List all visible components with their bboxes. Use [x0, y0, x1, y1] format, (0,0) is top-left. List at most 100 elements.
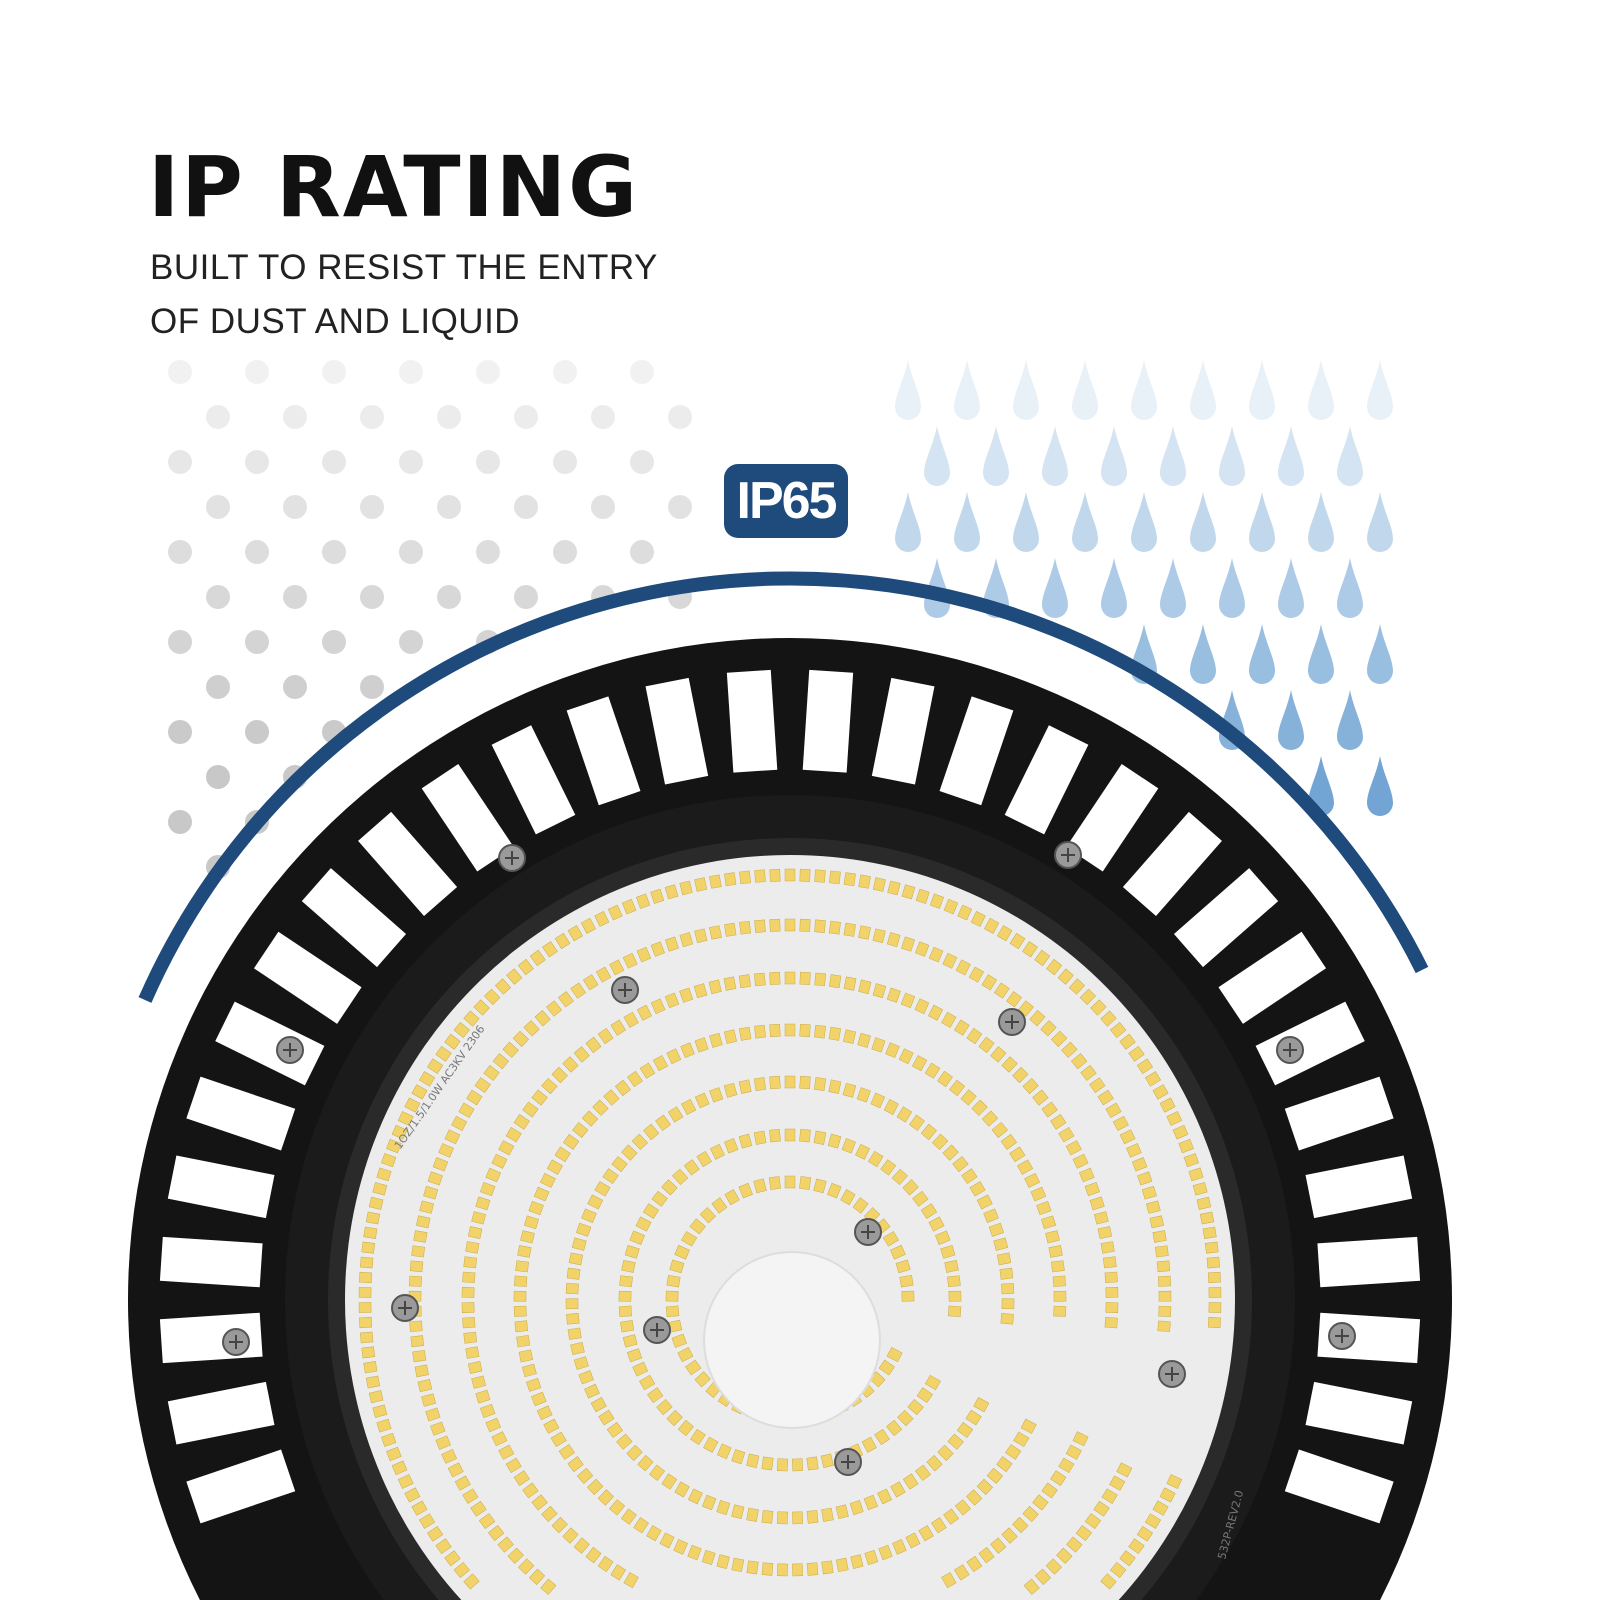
- fin-slot: [186, 1449, 296, 1524]
- dust-dot: [206, 585, 230, 609]
- led-chip: [505, 1126, 522, 1143]
- fin-slot: [1004, 725, 1089, 835]
- led-chip: [674, 1481, 690, 1498]
- led-chip: [554, 932, 571, 950]
- led-chip: [361, 1241, 376, 1254]
- led-chip: [746, 1560, 759, 1575]
- led-chip: [1036, 1200, 1052, 1216]
- led-chip: [1051, 1260, 1065, 1273]
- led-chip: [624, 1245, 640, 1259]
- led-chip: [1119, 1550, 1136, 1567]
- led-chip: [871, 1037, 886, 1053]
- led-chip: [582, 974, 599, 991]
- led-chip: [528, 1200, 544, 1216]
- led-chip: [529, 949, 546, 967]
- screws: [222, 841, 1356, 1476]
- dust-dot: [630, 450, 654, 474]
- led-chip: [843, 976, 857, 991]
- fin-slot: [215, 1001, 325, 1086]
- led-chip: [971, 1099, 988, 1116]
- led-chip: [694, 1037, 709, 1053]
- led-chip: [1152, 1500, 1169, 1516]
- fin-slot: [1173, 868, 1279, 968]
- led-chip: [1196, 1196, 1212, 1210]
- led-chip: [594, 911, 610, 927]
- led-chip: [835, 1557, 849, 1573]
- led-chip: [451, 1115, 468, 1132]
- led-chip: [622, 1334, 638, 1348]
- dust-dot: [206, 405, 230, 429]
- led-chip: [996, 925, 1013, 942]
- dust-dot: [245, 630, 269, 654]
- led-chip: [515, 1260, 529, 1273]
- fin-slot: [186, 1076, 296, 1151]
- dust-dot: [360, 405, 384, 429]
- led-chip: [498, 1444, 515, 1460]
- led-chip: [522, 1482, 539, 1499]
- led-chip: [926, 1455, 943, 1472]
- led-chip: [1029, 1010, 1046, 1027]
- led-chip: [966, 1027, 983, 1045]
- dust-dot: [168, 720, 192, 744]
- led-chip: [799, 918, 811, 932]
- led-chip: [966, 1555, 983, 1573]
- led-chip: [1001, 1298, 1015, 1310]
- led-chip: [679, 987, 694, 1003]
- led-chip: [1050, 1030, 1068, 1047]
- led-chip: [880, 1159, 897, 1176]
- led-chip: [731, 1504, 745, 1519]
- led-chip: [1131, 1157, 1148, 1172]
- led-chip: [918, 1525, 934, 1542]
- dust-dot: [283, 405, 307, 429]
- fin-slot: [939, 696, 1014, 806]
- led-chip: [1145, 1200, 1161, 1214]
- fin-slot: [802, 669, 854, 773]
- led-chip: [542, 941, 558, 958]
- led-chip: [872, 877, 886, 892]
- water-drop: [1072, 360, 1098, 420]
- led-chip: [618, 1305, 632, 1317]
- led-chip: [584, 1383, 600, 1399]
- led-chip: [566, 1267, 581, 1280]
- led-chip: [915, 888, 930, 904]
- led-chip: [463, 1331, 478, 1344]
- led-chip: [453, 1021, 470, 1039]
- led-chip: [842, 1082, 857, 1098]
- led-chip: [1156, 1260, 1171, 1273]
- led-chip: [1154, 1245, 1169, 1258]
- led-chip: [1084, 1513, 1102, 1529]
- led-chip: [709, 874, 722, 889]
- water-drop: [954, 492, 980, 552]
- led-chip: [872, 928, 886, 944]
- water-drop: [1190, 360, 1216, 420]
- led-chip: [761, 1562, 774, 1576]
- led-chip: [516, 1334, 531, 1348]
- led-chip: [381, 1153, 397, 1168]
- led-chip: [753, 1077, 767, 1091]
- led-chip: [864, 1549, 879, 1566]
- led-chip: [404, 1097, 421, 1113]
- led-chip: [777, 1511, 788, 1525]
- led-chip: [368, 1196, 384, 1210]
- led-chip: [690, 1428, 706, 1446]
- led-chip: [642, 1203, 660, 1219]
- led-chip: [924, 1062, 941, 1079]
- led-chip: [622, 952, 638, 969]
- led-chip: [444, 1033, 461, 1050]
- led-chip: [899, 1274, 914, 1288]
- led-chip: [573, 1356, 589, 1370]
- led-chip: [955, 959, 971, 976]
- led-chip: [1149, 1215, 1164, 1229]
- fin-slot: [566, 696, 641, 806]
- led-chip: [874, 1428, 890, 1446]
- led-chip: [761, 1510, 774, 1524]
- led-chip: [661, 1473, 678, 1490]
- water-drop: [1308, 492, 1334, 552]
- led-chip: [518, 1349, 534, 1363]
- led-chip: [1058, 1126, 1075, 1143]
- led-chip: [397, 1474, 414, 1489]
- fin-slot: [491, 725, 576, 835]
- led-chip: [872, 983, 887, 999]
- led-chip: [567, 1327, 582, 1340]
- led-chip: [901, 884, 916, 900]
